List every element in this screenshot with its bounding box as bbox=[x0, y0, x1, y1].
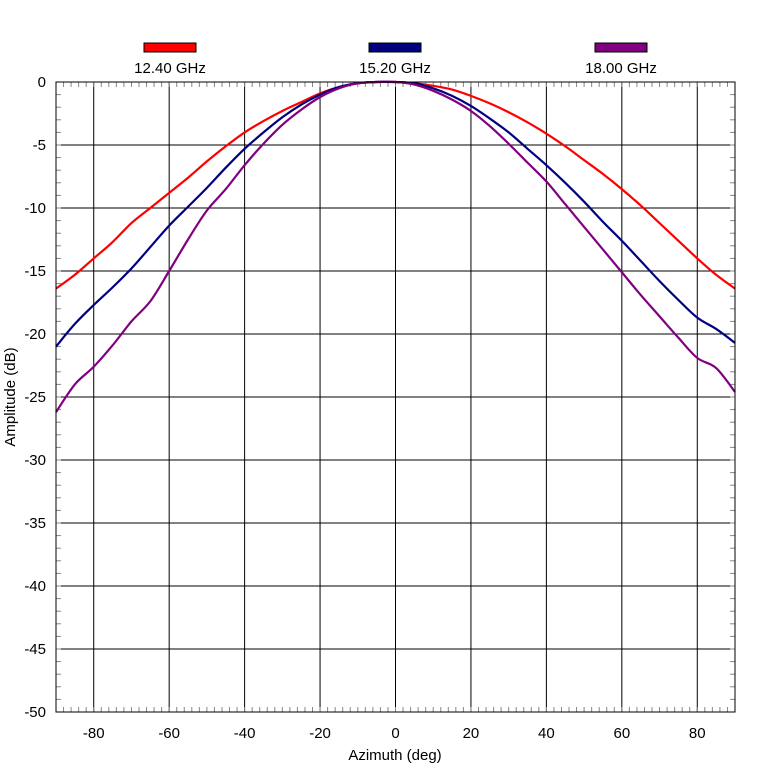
x-tick-label: -80 bbox=[83, 725, 105, 742]
x-tick-labels: -80 -60 -40 -20 0 20 40 60 80 bbox=[83, 725, 706, 742]
x-tick-label: 60 bbox=[613, 725, 630, 742]
y-tick-label: -20 bbox=[24, 326, 46, 343]
x-tick-label: -40 bbox=[234, 725, 256, 742]
legend-label-3: 18.00 GHz bbox=[585, 60, 657, 77]
y-axis-label: Amplitude (dB) bbox=[2, 347, 19, 446]
legend-label-2: 15.20 GHz bbox=[359, 60, 431, 77]
y-tick-labels: 0 -5 -10 -15 -20 -25 -30 -35 -40 -45 -50 bbox=[24, 74, 46, 721]
x-tick-label: -60 bbox=[158, 725, 180, 742]
y-tick-label: -25 bbox=[24, 389, 46, 406]
y-tick-label: 0 bbox=[38, 74, 46, 91]
plot-frame bbox=[55, 81, 736, 713]
y-tick-label: -5 bbox=[33, 137, 46, 154]
y-tick-label: -30 bbox=[24, 452, 46, 469]
x-tick-label: -20 bbox=[309, 725, 331, 742]
legend-swatch-1 bbox=[143, 42, 197, 53]
x-tick-label: 20 bbox=[463, 725, 480, 742]
y-tick-label: -45 bbox=[24, 641, 46, 658]
x-tick-label: 80 bbox=[689, 725, 706, 742]
y-tick-label: -50 bbox=[24, 704, 46, 721]
x-axis-label: Azimuth (deg) bbox=[348, 747, 441, 764]
y-tick-label: -40 bbox=[24, 578, 46, 595]
legend-swatch-2 bbox=[368, 42, 422, 53]
x-tick-label: 0 bbox=[391, 725, 399, 742]
y-tick-label: -15 bbox=[24, 263, 46, 280]
x-tick-label: 40 bbox=[538, 725, 555, 742]
legend-label-1: 12.40 GHz bbox=[134, 60, 206, 77]
legend-swatch-3 bbox=[594, 42, 648, 53]
y-tick-label: -10 bbox=[24, 200, 46, 217]
legend: 12.40 GHz 15.20 GHz 18.00 GHz bbox=[134, 42, 657, 77]
y-tick-label: -35 bbox=[24, 515, 46, 532]
